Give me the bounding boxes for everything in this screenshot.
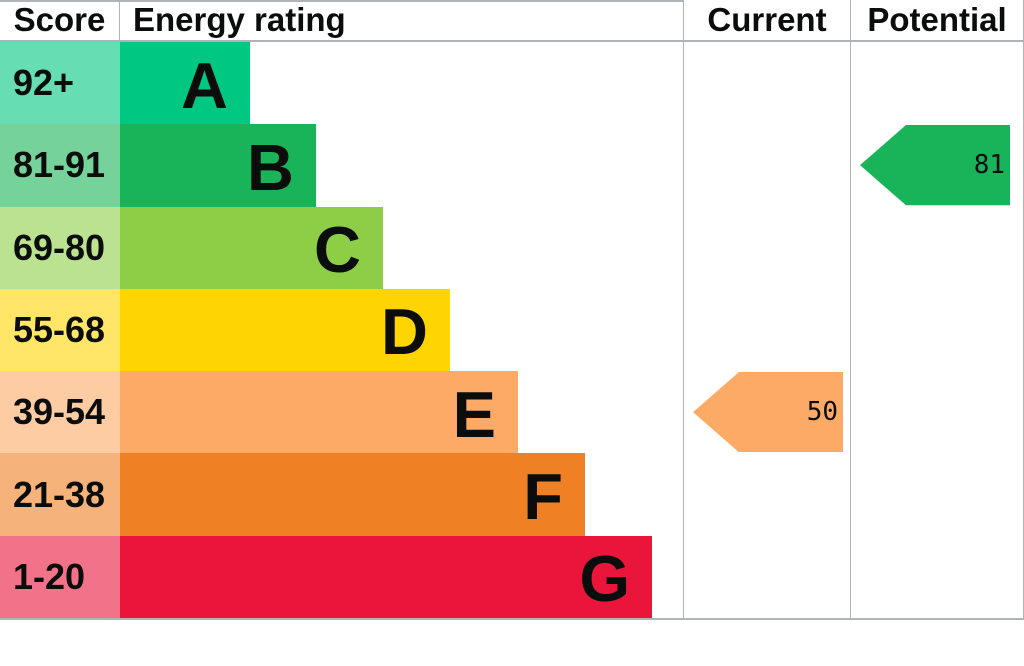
energy-band-bar: E: [120, 371, 518, 454]
score-range-label: 1-20: [13, 555, 86, 597]
potential-cell: [850, 206, 1024, 289]
energy-band-bar: C: [120, 206, 383, 289]
current-cell: [683, 42, 850, 125]
score-range-label: 21-38: [13, 473, 106, 515]
score-range-label: 69-80: [13, 226, 106, 268]
band-row: 39-54 E 50: [0, 371, 1024, 454]
energy-band-cell: E: [120, 371, 683, 454]
current-cell: [683, 535, 850, 618]
band-row: 81-91 B 81: [0, 124, 1024, 207]
potential-rating-arrow: 81: [860, 125, 1010, 206]
energy-band-cell: D: [120, 288, 683, 372]
band-row: 21-38 F: [0, 453, 1024, 536]
current-cell: [683, 206, 850, 289]
score-range-cell: 69-80: [0, 206, 120, 289]
potential-cell: [850, 42, 1024, 125]
potential-cell: [850, 453, 1024, 536]
energy-band-cell: B: [120, 124, 683, 207]
band-rows: 92+ A 81-91 B 81 69-80 C: [0, 42, 1024, 620]
potential-cell: 81: [850, 124, 1024, 207]
current-rating-value: 50: [806, 397, 838, 428]
score-range-label: 92+: [13, 62, 75, 104]
energy-band-cell: A: [120, 42, 683, 125]
score-range-cell: 55-68: [0, 288, 120, 372]
score-column-header: Score: [0, 0, 120, 40]
potential-rating-value: 81: [973, 150, 1005, 181]
potential-arrow-shape-icon: [860, 125, 1010, 206]
current-cell: 50: [683, 371, 850, 454]
energy-band-letter: F: [523, 460, 563, 534]
energy-band-letter: A: [181, 48, 228, 122]
top-border-line: [0, 0, 683, 2]
score-range-label: 39-54: [13, 391, 106, 433]
band-row: 69-80 C: [0, 206, 1024, 289]
band-row: 55-68 D: [0, 288, 1024, 372]
band-row: 92+ A: [0, 42, 1024, 125]
band-row: 1-20 G: [0, 535, 1024, 618]
epc-rating-chart: Score Energy rating Current Potential 92…: [0, 0, 1024, 622]
current-arrow-shape-icon: [693, 372, 843, 453]
current-cell: [683, 288, 850, 372]
energy-band-cell: F: [120, 453, 683, 536]
header-row: Score Energy rating Current Potential: [0, 0, 1024, 42]
score-range-label: 55-68: [13, 308, 106, 350]
energy-band-letter: C: [314, 213, 361, 287]
potential-column-header: Potential: [850, 0, 1024, 40]
potential-cell: [850, 535, 1024, 618]
energy-band-bar: G: [120, 535, 652, 618]
energy-rating-column-header: Energy rating: [133, 1, 346, 38]
energy-band-bar: B: [120, 124, 316, 207]
score-range-cell: 92+: [0, 42, 120, 125]
energy-band-letter: B: [247, 130, 294, 204]
potential-cell: [850, 288, 1024, 372]
energy-band-letter: E: [452, 377, 496, 451]
energy-band-bar: A: [120, 42, 250, 125]
current-cell: [683, 453, 850, 536]
score-range-cell: 39-54: [0, 371, 120, 454]
current-cell: [683, 124, 850, 207]
current-rating-arrow: 50: [693, 372, 843, 453]
current-column-header: Current: [683, 0, 850, 40]
energy-band-bar: F: [120, 453, 585, 536]
potential-cell: [850, 371, 1024, 454]
energy-band-bar: D: [120, 288, 450, 372]
energy-band-letter: G: [579, 542, 630, 616]
score-range-cell: 21-38: [0, 453, 120, 536]
energy-band-letter: D: [381, 295, 428, 369]
score-range-cell: 1-20: [0, 535, 120, 618]
score-range-cell: 81-91: [0, 124, 120, 207]
energy-band-cell: G: [120, 535, 683, 618]
energy-band-cell: C: [120, 206, 683, 289]
score-range-label: 81-91: [13, 144, 106, 186]
